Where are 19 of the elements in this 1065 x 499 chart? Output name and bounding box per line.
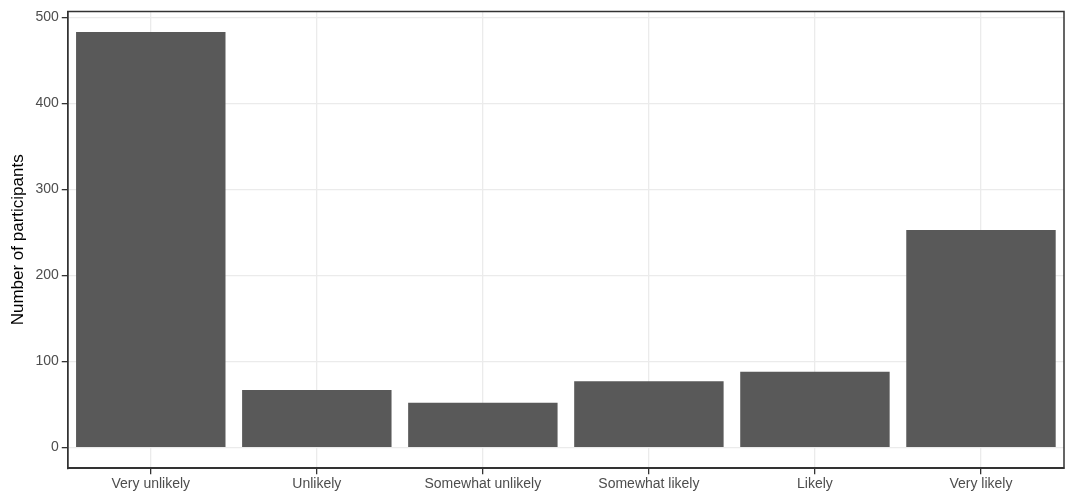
x-tick-label: Somewhat likely <box>598 475 700 492</box>
y-axis-title: Number of participants <box>7 154 27 326</box>
y-tick-label: 300 <box>35 180 59 197</box>
x-tick-label: Unlikely <box>292 475 342 492</box>
y-tick-label: 500 <box>35 8 59 25</box>
y-tick-label: 200 <box>35 266 59 283</box>
x-tick-label: Likely <box>797 475 833 492</box>
x-tick-label: Somewhat unlikely <box>424 475 542 492</box>
bar <box>408 402 558 447</box>
bar <box>242 389 392 447</box>
y-tick-label: 0 <box>50 438 59 455</box>
x-tick-label: Very likely <box>949 475 1013 492</box>
x-tick-label: Very unlikely <box>111 475 191 492</box>
y-tick-label: 100 <box>35 352 59 369</box>
bar <box>574 381 724 447</box>
bar <box>76 32 226 447</box>
bar <box>740 371 890 447</box>
y-tick-label: 400 <box>35 94 59 111</box>
bar <box>906 229 1056 447</box>
